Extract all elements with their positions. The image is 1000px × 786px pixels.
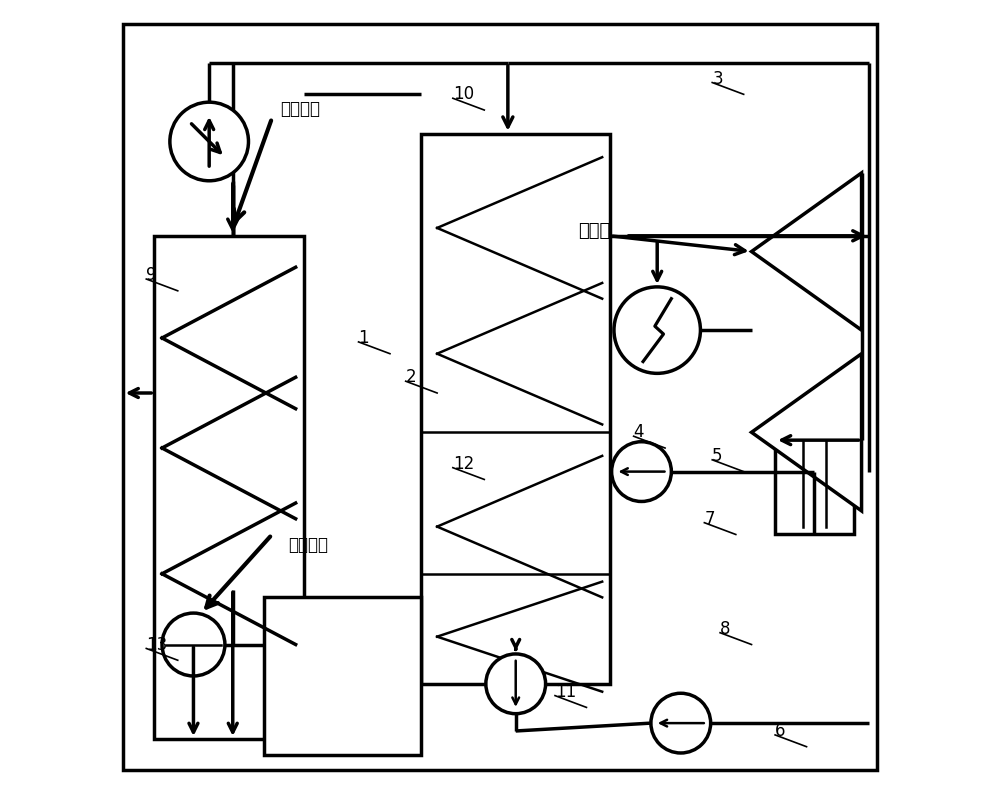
Text: 冷烧结矿: 冷烧结矿: [288, 536, 328, 554]
Text: 6: 6: [775, 722, 786, 740]
Circle shape: [651, 693, 711, 753]
Text: 3: 3: [712, 70, 723, 87]
Text: 10: 10: [453, 86, 474, 103]
Bar: [154, 236, 304, 739]
Text: 12: 12: [453, 455, 474, 472]
Text: 热烧结矿: 热烧结矿: [280, 100, 320, 118]
Text: 11: 11: [555, 683, 576, 700]
Text: 发电机: 发电机: [579, 222, 611, 240]
Polygon shape: [752, 173, 862, 330]
Circle shape: [486, 654, 546, 714]
Text: 5: 5: [712, 447, 723, 465]
Circle shape: [162, 613, 225, 676]
Text: 7: 7: [704, 510, 715, 527]
Bar: [775, 432, 854, 534]
Polygon shape: [752, 354, 862, 511]
Bar: [421, 134, 610, 684]
Text: 2: 2: [406, 369, 416, 386]
Text: 8: 8: [720, 620, 731, 637]
Text: 4: 4: [634, 424, 644, 441]
Circle shape: [170, 102, 248, 181]
Circle shape: [614, 287, 700, 373]
Text: 9: 9: [146, 266, 157, 284]
Circle shape: [612, 442, 671, 501]
Text: 1: 1: [359, 329, 369, 347]
Bar: [264, 597, 421, 755]
Text: 13: 13: [146, 636, 168, 653]
